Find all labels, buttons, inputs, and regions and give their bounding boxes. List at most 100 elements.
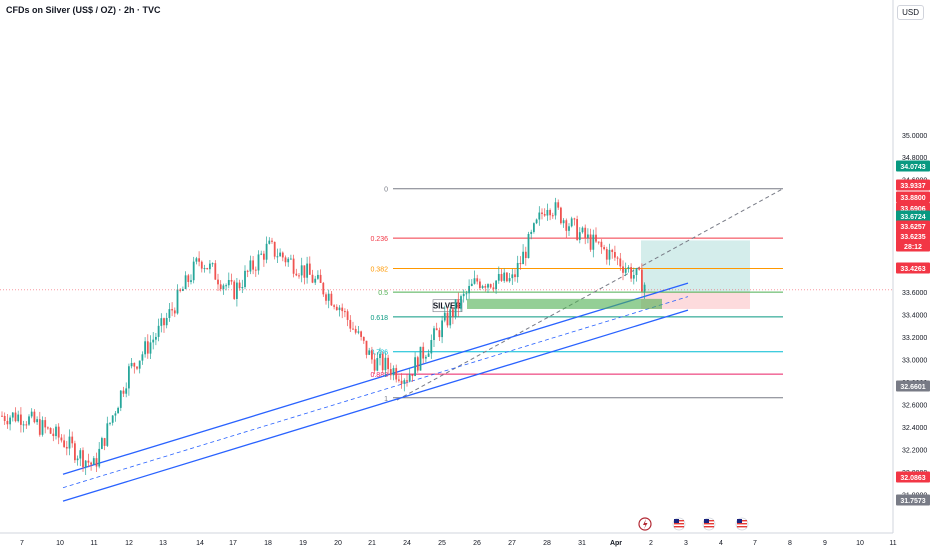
time-tick-label: 10 <box>856 540 864 547</box>
candle-body <box>635 268 638 276</box>
candle-body <box>592 234 595 250</box>
time-tick-label: 31 <box>578 540 586 547</box>
price-badge-label: 33.6724 <box>900 214 925 221</box>
price-tick-label: 33.6000 <box>902 290 927 297</box>
candle-body <box>314 278 317 283</box>
us-flag-icon[interactable] <box>702 517 716 531</box>
target-zone <box>641 240 750 293</box>
silver-annotation: SILVER <box>433 302 462 311</box>
candle-body <box>281 252 284 258</box>
candle-body <box>341 307 344 312</box>
candle-body <box>20 414 22 425</box>
candle-body <box>487 284 489 288</box>
currency-button[interactable]: USD <box>897 5 924 20</box>
candle-body <box>587 234 589 238</box>
candle-body <box>551 215 554 217</box>
candle-body <box>389 369 392 376</box>
candle-body <box>146 341 149 354</box>
candle-body <box>460 296 462 309</box>
candle-body <box>71 436 74 444</box>
candle-body <box>411 374 414 377</box>
time-tick-label: 21 <box>368 540 376 547</box>
candle-body <box>90 462 92 465</box>
candle-body <box>230 280 233 282</box>
candle-body <box>252 260 254 270</box>
candle-body <box>376 358 379 371</box>
candle-body <box>603 247 605 250</box>
trend-diagonal <box>396 188 784 401</box>
candle-body <box>622 266 624 273</box>
candle-body <box>254 269 257 271</box>
candle-body <box>570 218 573 227</box>
candle-body <box>160 318 163 326</box>
candle-body <box>41 420 44 435</box>
price-tick-label: 34.8000 <box>902 155 927 162</box>
candle-body <box>457 299 460 309</box>
candle-body <box>565 220 568 231</box>
candle-body <box>638 268 641 270</box>
candle-body <box>17 414 20 422</box>
candle-body <box>435 328 438 331</box>
candle-body <box>14 412 17 422</box>
candle-body <box>443 312 446 321</box>
candle-body <box>257 254 260 271</box>
candle-body <box>265 243 268 260</box>
candle-body <box>246 270 249 272</box>
candle-body <box>616 257 619 259</box>
candle-body <box>130 362 133 367</box>
candle-body <box>449 309 452 326</box>
candle-body <box>344 311 346 313</box>
candle-body <box>63 440 65 447</box>
candle-body <box>462 293 465 297</box>
candle-body <box>187 275 190 282</box>
candle-body <box>497 273 500 281</box>
time-tick-label: 26 <box>473 540 481 547</box>
candle-body <box>379 353 381 359</box>
candle-body <box>227 280 230 286</box>
candle-body <box>330 293 333 306</box>
candle-body <box>538 212 541 220</box>
candle-body <box>384 357 387 371</box>
us-flag-icon[interactable] <box>735 517 749 531</box>
candle-body <box>371 350 373 360</box>
candle-body <box>136 366 138 369</box>
time-tick-label: 20 <box>334 540 342 547</box>
flash-icon[interactable] <box>638 517 652 531</box>
chart-title: CFDs on Silver (US$ / OZ) · 2h · TVC <box>6 5 161 15</box>
candle-body <box>527 234 530 259</box>
candle-body <box>165 317 168 326</box>
candle-body <box>3 415 6 421</box>
price-badge <box>896 262 930 274</box>
candle-body <box>190 280 192 282</box>
candle-body <box>557 202 560 208</box>
price-badge-label: 28:12 <box>904 244 922 251</box>
us-flag-icon[interactable] <box>672 517 686 531</box>
candle-body <box>632 275 635 279</box>
candle-body <box>287 258 290 263</box>
candle-body <box>454 299 457 317</box>
candle-body <box>597 241 600 243</box>
candle-body <box>236 282 238 299</box>
fib-level-label: 0.786 <box>370 350 388 357</box>
candle-body <box>600 241 603 248</box>
candle-body <box>125 388 128 394</box>
candle-body <box>298 275 300 277</box>
candle-body <box>576 219 578 240</box>
candle-body <box>473 278 476 284</box>
candle-body <box>271 240 273 242</box>
candle-body <box>179 289 182 291</box>
candle-body <box>241 287 244 289</box>
candle-body <box>333 305 335 307</box>
candle-body <box>200 261 203 269</box>
candle-body <box>430 340 433 354</box>
candle-body <box>381 353 384 371</box>
candle-body <box>279 252 281 257</box>
candle-body <box>219 284 222 290</box>
candle-body <box>346 311 349 320</box>
candle-body <box>546 209 549 216</box>
candle-body <box>68 436 71 449</box>
candle-body <box>403 380 406 384</box>
candle-body <box>249 260 252 272</box>
time-tick-label: 2 <box>649 540 653 547</box>
